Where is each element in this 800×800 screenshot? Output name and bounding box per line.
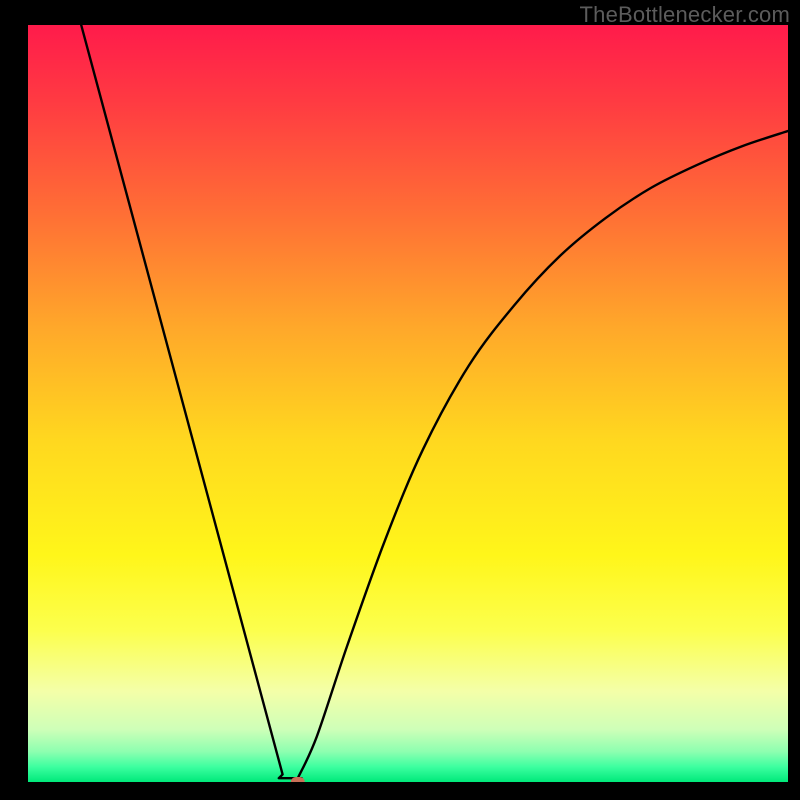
- plot-area: [28, 25, 788, 782]
- chart-container: TheBottlenecker.com: [0, 0, 800, 800]
- watermark-label: TheBottlenecker.com: [580, 2, 790, 28]
- curve-layer: [28, 25, 788, 782]
- bottleneck-curve: [81, 25, 788, 778]
